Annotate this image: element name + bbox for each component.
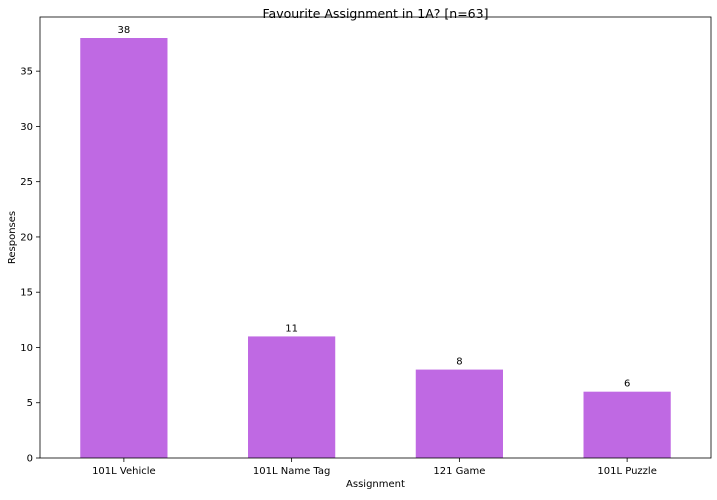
plot-frame	[39, 16, 712, 459]
y-tick-label: 15	[20, 288, 33, 299]
bar	[583, 391, 671, 458]
chart-title: Favourite Assignment in 1A? [n=63]	[263, 6, 489, 21]
data-label: 38	[118, 25, 131, 36]
y-tick-label: 35	[20, 67, 33, 78]
x-tick-label: 121 Game	[433, 466, 485, 477]
data-label: 8	[456, 357, 462, 368]
bar	[80, 38, 168, 458]
y-tick-label: 25	[20, 177, 33, 188]
y-axis: 0 5 10 15 20 25 30 35	[20, 67, 40, 465]
y-tick-label: 0	[27, 454, 33, 465]
x-axis: 101L Vehicle 101L Name Tag 121 Game 101L Pu…	[92, 458, 657, 477]
bars-layer	[80, 38, 671, 458]
x-tick-label: 101L Puzzle	[597, 466, 656, 477]
y-tick-label: 30	[20, 122, 33, 133]
bar	[415, 369, 503, 458]
x-tick-label: 101L Name Tag	[253, 466, 330, 477]
y-tick-label: 10	[20, 343, 33, 354]
y-tick-label: 20	[20, 232, 33, 243]
y-axis-label: Responses	[7, 211, 18, 264]
data-labels-layer: 38 11 8 6	[118, 25, 631, 390]
bar	[248, 336, 336, 458]
data-label: 6	[624, 379, 630, 390]
x-tick-label: 101L Vehicle	[92, 466, 156, 477]
y-tick-label: 5	[27, 398, 33, 409]
data-label: 11	[285, 323, 298, 334]
x-axis-label: Assignment	[346, 479, 405, 490]
